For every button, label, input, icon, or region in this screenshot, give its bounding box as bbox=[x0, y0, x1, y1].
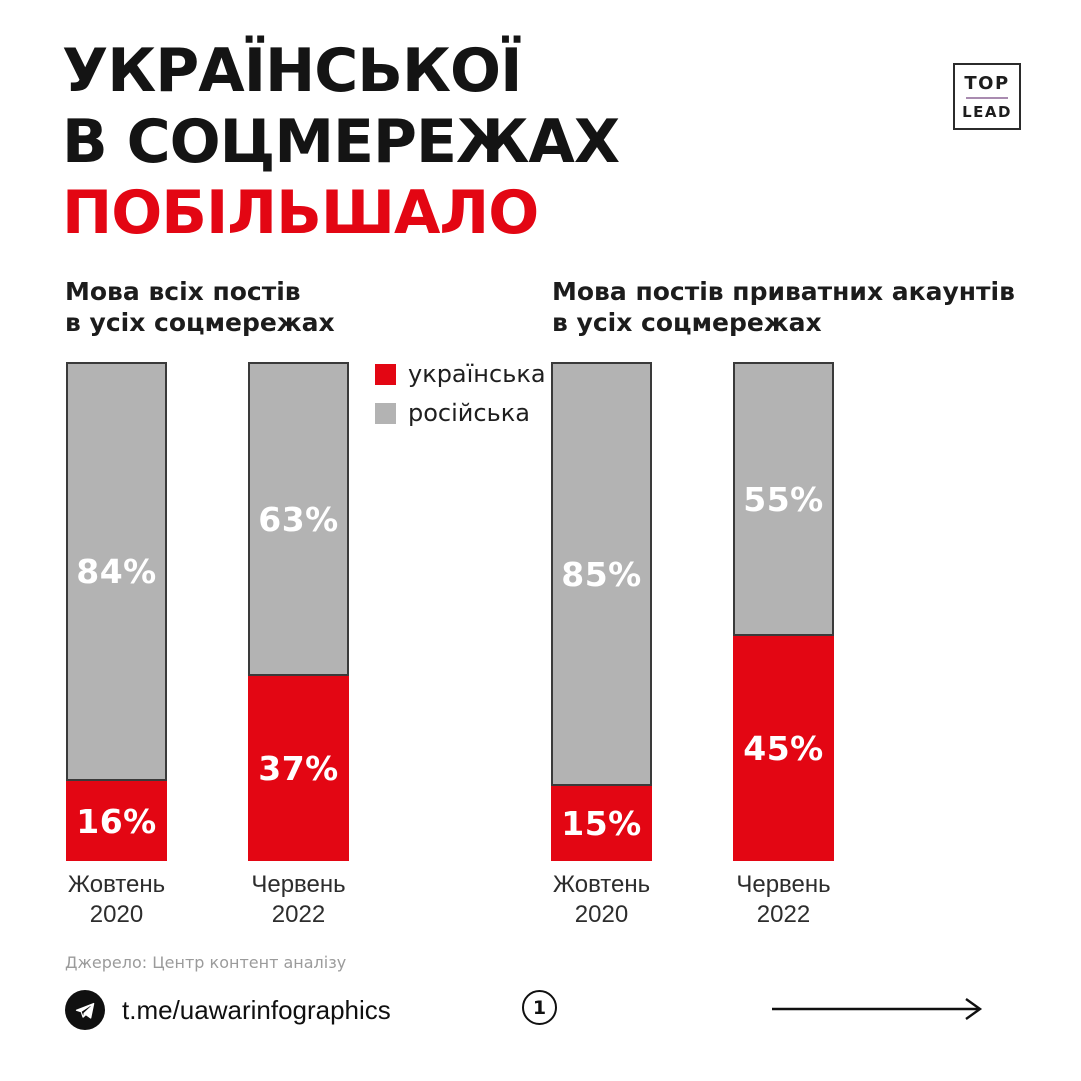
bar-value-label: 55% bbox=[743, 479, 824, 519]
chart-2-bars: 85% 15% Жовтень 2020 55% 45% Червень 2022 bbox=[551, 362, 834, 930]
chart-1-title-line-2: в усіх соцмережах bbox=[65, 308, 335, 337]
title-line-1: УКРАЇНСЬКОЇ bbox=[62, 36, 522, 106]
bar-segment-ukrainian: 15% bbox=[551, 786, 652, 861]
chart-2-title-line-2: в усіх соцмережах bbox=[552, 308, 822, 337]
page-number: 1 bbox=[532, 996, 547, 1019]
bar-value-label: 63% bbox=[258, 499, 339, 539]
chart-1-title-line-1: Мова всіх постів bbox=[65, 277, 301, 306]
bar-category-label: Червень 2022 bbox=[251, 871, 346, 928]
logo-divider bbox=[966, 96, 1008, 99]
bar-segment-russian: 63% bbox=[248, 362, 349, 677]
legend-label-russian: російська bbox=[408, 399, 530, 427]
bar-column: 84% 16% Жовтень 2020 bbox=[66, 362, 167, 930]
bar-column: 55% 45% Червень 2022 bbox=[733, 362, 834, 930]
bar-segment-russian: 85% bbox=[551, 362, 652, 787]
chart-1-title: Мова всіх постів в усіх соцмережах bbox=[65, 276, 335, 338]
legend-swatch-ukrainian bbox=[375, 363, 396, 385]
stacked-bar: 63% 37% bbox=[248, 362, 349, 861]
logo-top-text: TOP bbox=[964, 72, 1010, 94]
next-arrow-icon bbox=[770, 995, 986, 1027]
telegram-channel: t.me/uawarinfographics bbox=[65, 990, 391, 1030]
bar-segment-ukrainian: 37% bbox=[248, 676, 349, 861]
bar-segment-russian: 84% bbox=[66, 362, 167, 782]
legend-swatch-russian bbox=[375, 402, 396, 424]
toplead-logo: TOP LEAD bbox=[953, 63, 1021, 130]
page-number-badge: 1 bbox=[522, 990, 557, 1025]
source-note: Джерело: Центр контент аналізу bbox=[65, 953, 347, 972]
chart-2-title: Мова постів приватних акаунтів в усіх со… bbox=[552, 276, 1015, 338]
bar-value-label: 16% bbox=[76, 801, 157, 841]
bar-category-label: Червень 2022 bbox=[736, 871, 831, 928]
legend-row-russian: російська bbox=[375, 399, 546, 427]
title-line-3: ПОБІЛЬШАЛО bbox=[62, 178, 539, 248]
bar-value-label: 84% bbox=[76, 552, 157, 592]
bar-segment-russian: 55% bbox=[733, 362, 834, 637]
bar-category-label: Жовтень 2020 bbox=[552, 871, 651, 928]
stacked-bar: 84% 16% bbox=[66, 362, 167, 861]
bar-segment-ukrainian: 16% bbox=[66, 781, 167, 861]
bar-segment-ukrainian: 45% bbox=[733, 636, 834, 861]
legend-label-ukrainian: українська bbox=[408, 360, 546, 388]
legend-row-ukrainian: українська bbox=[375, 360, 546, 388]
page-title: УКРАЇНСЬКОЇ В СОЦМЕРЕЖАХ ПОБІЛЬШАЛО bbox=[62, 36, 620, 249]
stacked-bar: 85% 15% bbox=[551, 362, 652, 861]
bar-column: 63% 37% Червень 2022 bbox=[248, 362, 349, 930]
bar-value-label: 15% bbox=[561, 804, 642, 844]
bar-value-label: 37% bbox=[258, 749, 339, 789]
bar-value-label: 85% bbox=[561, 554, 642, 594]
bar-value-label: 45% bbox=[743, 729, 824, 769]
logo-lead-text: LEAD bbox=[962, 102, 1012, 121]
bar-category-label: Жовтень 2020 bbox=[67, 871, 166, 928]
title-line-2: В СОЦМЕРЕЖАХ bbox=[62, 107, 620, 177]
telegram-icon bbox=[65, 990, 105, 1030]
legend: українська російська bbox=[375, 360, 546, 438]
telegram-channel-url: t.me/uawarinfographics bbox=[122, 994, 391, 1025]
chart-2-title-line-1: Мова постів приватних акаунтів bbox=[552, 277, 1015, 306]
bar-column: 85% 15% Жовтень 2020 bbox=[551, 362, 652, 930]
stacked-bar: 55% 45% bbox=[733, 362, 834, 861]
chart-1-bars: 84% 16% Жовтень 2020 63% 37% Червень 2022 bbox=[66, 362, 349, 930]
